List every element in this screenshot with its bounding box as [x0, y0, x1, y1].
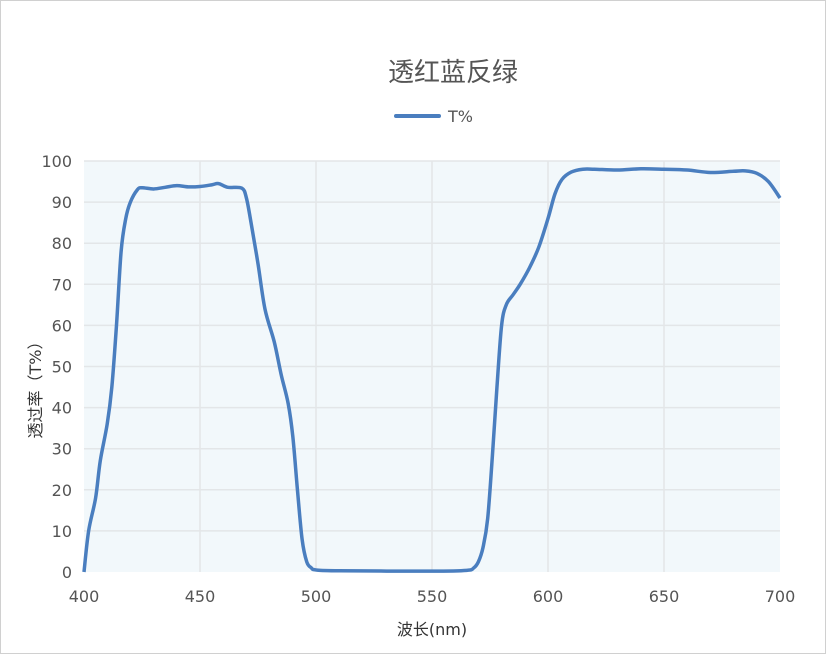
y-tick-label: 90 [52, 193, 72, 212]
chart-title: 透红蓝反绿 [388, 58, 518, 88]
y-axis-label: 透过率（T%） [26, 334, 45, 439]
y-tick-label: 60 [52, 316, 72, 335]
x-tick-label: 400 [69, 587, 100, 606]
y-tick-label: 20 [52, 481, 72, 500]
x-tick-label: 550 [417, 587, 448, 606]
x-tick-label: 450 [185, 587, 216, 606]
y-tick-label: 70 [52, 275, 72, 294]
y-tick-label: 100 [41, 152, 72, 171]
x-axis-label: 波长(nm) [397, 620, 467, 639]
series-line-t-percent [82, 167, 782, 573]
x-tick-label: 500 [301, 587, 332, 606]
y-tick-label: 50 [52, 358, 72, 377]
y-tick-label: 40 [52, 399, 72, 418]
x-tick-label: 600 [533, 587, 564, 606]
line-chart: 透红蓝反绿 T% 0 10 20 30 40 50 60 70 80 90 100 400 450 500… [26, 58, 795, 639]
y-tick-label: 10 [52, 522, 72, 541]
y-tick-label: 80 [52, 234, 72, 253]
legend-label: T% [447, 107, 473, 126]
grid [84, 160, 780, 572]
tick-labels: 0 10 20 30 40 50 60 70 80 90 100 400 450 500 550 600 650… [41, 152, 795, 606]
x-tick-label: 700 [765, 587, 796, 606]
x-tick-label: 650 [649, 587, 680, 606]
legend[interactable]: T% [394, 107, 473, 126]
y-tick-label: 0 [62, 563, 72, 582]
y-tick-label: 30 [52, 440, 72, 459]
